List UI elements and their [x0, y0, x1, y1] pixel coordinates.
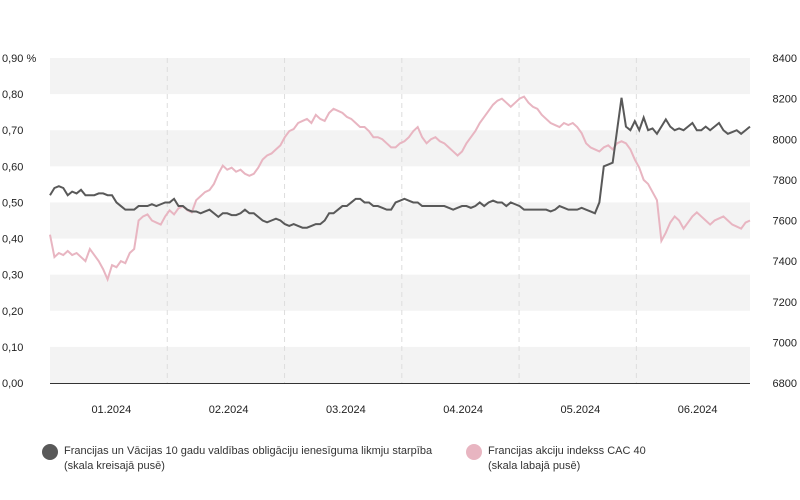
- left-tick-label: 0,70: [2, 125, 23, 137]
- grid-bands: [50, 58, 750, 383]
- left-tick-label: 0,20: [2, 306, 23, 318]
- left-tick-label: 0,50: [2, 197, 23, 209]
- left-tick-label: 0,60: [2, 161, 23, 173]
- legend-note-cac40: (skala labajā pusē): [488, 460, 581, 472]
- legend-swatch-spread: [42, 444, 58, 460]
- x-tick-label: 03.2024: [326, 404, 366, 416]
- right-tick-label: 7800: [773, 175, 797, 187]
- right-tick-label: 7000: [773, 337, 797, 349]
- grid-band: [50, 202, 750, 239]
- left-axis-ticks: 0,00 0,10 0,20 0,30 0,40 0,50 0,60 0,70 0,80 0,90…: [2, 53, 36, 390]
- left-tick-label: 0,00: [2, 378, 23, 390]
- legend-label-cac40: Francijas akciju indekss CAC 40: [488, 445, 646, 457]
- x-tick-label: 04.2024: [443, 404, 483, 416]
- x-tick-label: 02.2024: [209, 404, 249, 416]
- legend-note-spread: (skala kreisajā pusē): [64, 460, 165, 472]
- right-tick-label: 6800: [773, 378, 797, 390]
- left-tick-label: 0,10: [2, 342, 23, 354]
- series-line-cac40: [49, 95, 751, 283]
- right-tick-label: 8400: [773, 53, 797, 65]
- left-tick-label: 0,80: [2, 89, 23, 101]
- legend-label-spread: Francijas un Vācijas 10 gadu valdības ob…: [64, 445, 433, 457]
- right-tick-label: 8200: [773, 94, 797, 106]
- month-separators: [166, 58, 637, 383]
- left-tick-label: 0,40: [2, 234, 23, 246]
- right-tick-label: 8000: [773, 134, 797, 146]
- grid-band: [50, 274, 750, 311]
- grid-band: [50, 346, 750, 383]
- right-tick-label: 7400: [773, 256, 797, 268]
- legend-swatch-cac40: [466, 444, 482, 460]
- right-axis-ticks: 6800 7000 7200 7400 7600 7800 8000 8200 8400: [773, 53, 797, 390]
- legend-item-cac40: Francijas akciju indekss CAC 40 (skala l…: [466, 444, 776, 474]
- grid-band: [50, 130, 750, 167]
- left-tick-label: 0,90 %: [2, 53, 36, 65]
- x-tick-label: 05.2024: [561, 404, 601, 416]
- right-tick-label: 7200: [773, 297, 797, 309]
- grid-band: [50, 58, 750, 95]
- legend-item-spread: Francijas un Vācijas 10 gadu valdības ob…: [42, 444, 452, 474]
- x-tick-label: 06.2024: [678, 404, 718, 416]
- right-tick-label: 7600: [773, 216, 797, 228]
- x-axis-ticks: 01.2024 02.2024 03.2024 04.2024 05.2024 06.20…: [91, 404, 717, 416]
- series-line-spread: [49, 97, 751, 229]
- x-tick-label: 01.2024: [91, 404, 131, 416]
- left-tick-label: 0,30: [2, 270, 23, 282]
